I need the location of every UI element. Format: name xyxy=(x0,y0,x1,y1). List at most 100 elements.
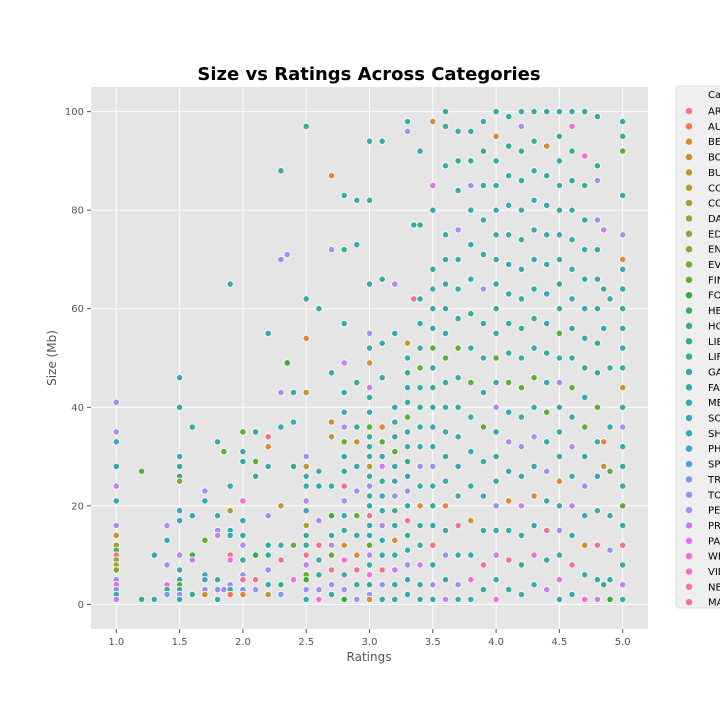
data-point xyxy=(416,443,424,451)
data-point xyxy=(403,590,412,599)
legend-marker xyxy=(685,306,693,315)
legend-label: LIB xyxy=(708,337,720,348)
data-point xyxy=(619,541,627,549)
data-point xyxy=(593,113,602,121)
data-point xyxy=(365,561,374,569)
data-point xyxy=(340,526,348,535)
data-point xyxy=(441,551,450,559)
data-point xyxy=(555,305,564,313)
data-point xyxy=(391,551,399,559)
data-point xyxy=(454,157,462,165)
data-point xyxy=(353,462,361,470)
data-point xyxy=(581,423,589,431)
legend-label: ED xyxy=(708,229,720,240)
data-point xyxy=(403,413,412,421)
data-point xyxy=(441,595,450,604)
data-point xyxy=(391,595,399,604)
data-point xyxy=(581,595,589,604)
data-point xyxy=(403,502,412,510)
data-point xyxy=(340,388,348,397)
legend-label: PA xyxy=(708,536,720,547)
data-point xyxy=(505,113,513,121)
data-point xyxy=(454,344,462,352)
data-point xyxy=(505,260,513,268)
legend-label: AU xyxy=(708,122,720,133)
data-point xyxy=(593,595,602,604)
data-point xyxy=(378,581,386,589)
data-point xyxy=(378,536,386,544)
data-point xyxy=(505,526,513,535)
data-point xyxy=(214,438,222,446)
data-point xyxy=(454,551,462,559)
data-point xyxy=(289,388,298,397)
data-point xyxy=(517,590,526,599)
data-point xyxy=(505,172,513,180)
data-point xyxy=(264,581,272,589)
data-point xyxy=(365,472,374,480)
data-point xyxy=(441,502,450,510)
data-point xyxy=(112,531,120,540)
data-point xyxy=(429,285,437,293)
data-point xyxy=(606,423,614,431)
data-point xyxy=(429,443,437,451)
legend-marker xyxy=(685,368,693,376)
data-point xyxy=(365,280,374,288)
data-point xyxy=(479,354,487,362)
data-point xyxy=(353,566,361,574)
x-tick-label: 4.0 xyxy=(488,637,504,648)
data-point xyxy=(429,383,437,392)
data-point xyxy=(201,497,209,505)
data-point xyxy=(327,531,336,540)
data-point xyxy=(112,398,120,406)
data-point xyxy=(492,157,500,165)
legend-label: SH xyxy=(708,429,720,440)
data-point xyxy=(378,462,386,470)
data-point xyxy=(530,285,538,293)
data-point xyxy=(302,497,310,505)
data-point xyxy=(543,408,551,416)
x-tick-label: 3.0 xyxy=(362,637,378,648)
legend-label: MA xyxy=(708,598,720,609)
data-point xyxy=(315,541,323,549)
legend-marker xyxy=(685,383,693,392)
data-point xyxy=(454,521,462,530)
data-point xyxy=(201,590,209,599)
data-point xyxy=(429,581,437,589)
data-point xyxy=(479,319,487,328)
data-point xyxy=(391,329,399,337)
legend-label: HO xyxy=(708,321,720,332)
legend-marker xyxy=(685,229,693,238)
data-point xyxy=(353,595,361,604)
data-point xyxy=(239,541,247,549)
data-point xyxy=(176,551,184,559)
data-point xyxy=(600,581,608,589)
data-point xyxy=(492,428,500,436)
data-point xyxy=(416,221,424,229)
y-tick-label: 80 xyxy=(71,206,84,217)
legend-label: CO xyxy=(708,199,720,210)
data-point xyxy=(593,177,602,185)
data-point xyxy=(416,319,424,328)
data-point xyxy=(277,423,285,431)
data-point xyxy=(315,585,323,594)
data-point xyxy=(530,255,538,264)
data-point xyxy=(403,516,412,525)
legend-marker xyxy=(685,337,693,346)
data-point xyxy=(619,403,627,411)
data-point xyxy=(403,339,412,347)
data-point xyxy=(201,536,209,544)
legend-marker xyxy=(685,199,693,207)
data-point xyxy=(264,433,272,441)
data-point xyxy=(340,191,348,199)
data-point xyxy=(403,487,412,495)
data-point xyxy=(555,551,564,559)
data-point xyxy=(568,383,576,392)
data-point xyxy=(441,576,450,584)
data-point xyxy=(226,482,234,490)
legend-label: SO xyxy=(708,414,720,425)
data-point xyxy=(505,556,513,564)
data-point xyxy=(112,566,120,574)
data-point xyxy=(264,329,272,337)
legend-marker xyxy=(685,506,693,514)
data-point xyxy=(112,521,120,530)
